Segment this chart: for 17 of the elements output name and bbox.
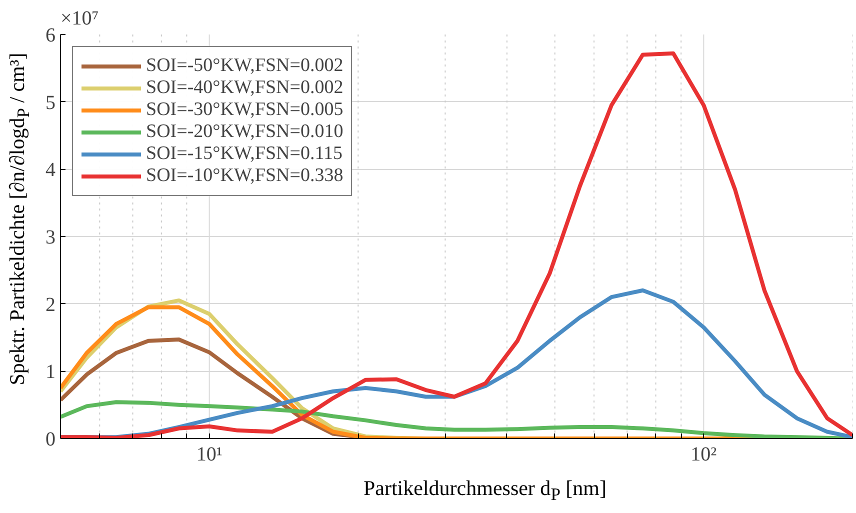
legend-label: SOI=-50°KW,FSN=0.002 xyxy=(146,55,344,77)
legend-label: SOI=-10°KW,FSN=0.338 xyxy=(146,165,344,187)
legend-label: SOI=-40°KW,FSN=0.002 xyxy=(146,77,344,99)
y-tick-label: 1 xyxy=(46,361,56,384)
x-tick-label: 10² xyxy=(690,444,717,466)
y-tick-label: 4 xyxy=(46,159,56,182)
legend-label: SOI=-30°KW,FSN=0.005 xyxy=(146,99,344,121)
x-tick-label: 10¹ xyxy=(196,444,222,466)
legend-label: SOI=-20°KW,FSN=0.010 xyxy=(146,121,344,143)
y-tick-label: 6 xyxy=(46,24,56,46)
y-tick-label: 0 xyxy=(46,428,56,450)
text: ×10⁷ xyxy=(60,8,99,30)
y-tick-label: 2 xyxy=(46,294,56,316)
y-tick-label: 5 xyxy=(46,92,56,114)
legend-label: SOI=-15°KW,FSN=0.115 xyxy=(146,143,343,165)
x-axis-title: Partikeldurchmesser d$_{P}$ [nm] xyxy=(362,475,608,506)
y-tick-label: 3 xyxy=(46,226,56,248)
